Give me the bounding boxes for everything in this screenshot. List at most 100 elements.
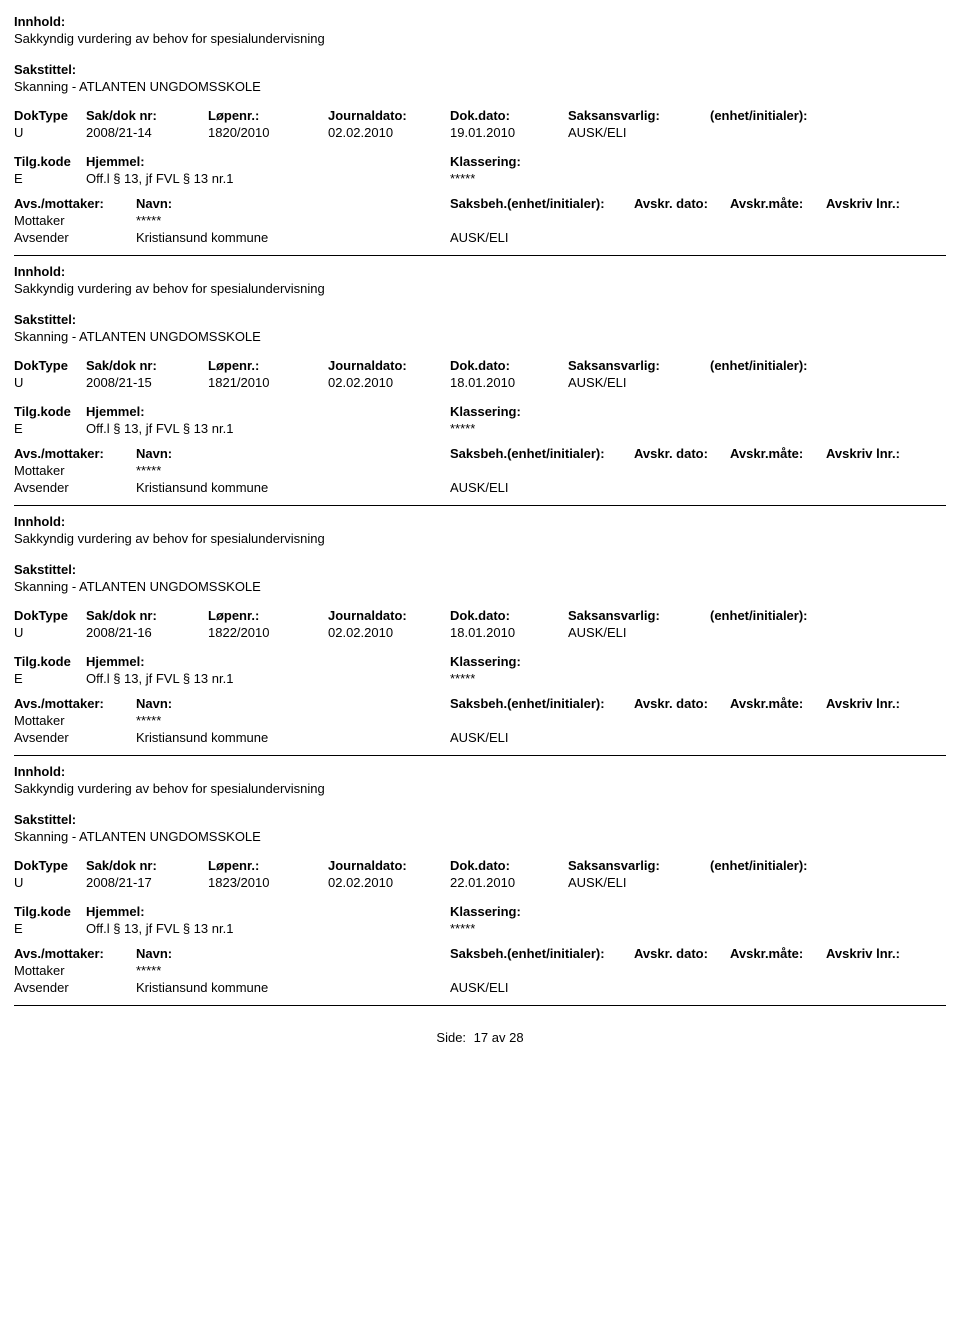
hdr-enhet: (enhet/initialer): — [710, 608, 946, 623]
val-hjemmel: Off.l § 13, jf FVL § 13 nr.1 — [86, 921, 450, 936]
tilg-header-row: Tilg.kode Hjemmel: Klassering: — [14, 904, 946, 919]
tilg-data-row: E Off.l § 13, jf FVL § 13 nr.1 ***** — [14, 171, 946, 186]
avs-header-row: Avs./mottaker: Navn: Saksbeh.(enhet/init… — [14, 946, 946, 961]
mottaker-row: Mottaker ***** — [14, 713, 946, 728]
hdr-navn: Navn: — [136, 696, 450, 711]
hdr-sakdok: Sak/dok nr: — [86, 608, 208, 623]
hdr-saksansvarlig: Saksansvarlig: — [568, 358, 710, 373]
hdr-saksansvarlig: Saksansvarlig: — [568, 108, 710, 123]
data-row: U 2008/21-16 1822/2010 02.02.2010 18.01.… — [14, 625, 946, 640]
name-mottaker: ***** — [136, 713, 450, 728]
hdr-saksbeh: Saksbeh.(enhet/initialer): — [450, 946, 634, 961]
hdr-hjemmel: Hjemmel: — [86, 154, 450, 169]
sakstittel-text: Skanning - ATLANTEN UNGDOMSSKOLE — [14, 579, 946, 594]
val-klassering: ***** — [450, 921, 946, 936]
val-sakdok: 2008/21-17 — [86, 875, 208, 890]
name-avsender: Kristiansund kommune — [136, 730, 450, 745]
role-mottaker: Mottaker — [14, 213, 136, 228]
innhold-text: Sakkyndig vurdering av behov for spesial… — [14, 531, 946, 546]
name-mottaker: ***** — [136, 213, 450, 228]
val-sakdok: 2008/21-15 — [86, 375, 208, 390]
name-mottaker: ***** — [136, 963, 450, 978]
label-sakstittel: Sakstittel: — [14, 562, 76, 577]
column-header-row: DokType Sak/dok nr: Løpenr.: Journaldato… — [14, 358, 946, 373]
hdr-journaldato: Journaldato: — [328, 108, 450, 123]
val-journaldato: 02.02.2010 — [328, 875, 450, 890]
hdr-avs-mottaker: Avs./mottaker: — [14, 446, 136, 461]
val-hjemmel: Off.l § 13, jf FVL § 13 nr.1 — [86, 171, 450, 186]
avs-header-row: Avs./mottaker: Navn: Saksbeh.(enhet/init… — [14, 196, 946, 211]
hdr-avskr-dato: Avskr. dato: — [634, 446, 730, 461]
role-avsender: Avsender — [14, 480, 136, 495]
avsender-row: Avsender Kristiansund kommune AUSK/ELI — [14, 230, 946, 245]
val-saksansvarlig: AUSK/ELI — [568, 375, 710, 390]
val-klassering: ***** — [450, 671, 946, 686]
val-lopenr: 1821/2010 — [208, 375, 328, 390]
hdr-lopenr: Løpenr.: — [208, 108, 328, 123]
hdr-avskr-mate: Avskr.måte: — [730, 696, 826, 711]
tilg-data-row: E Off.l § 13, jf FVL § 13 nr.1 ***** — [14, 671, 946, 686]
hdr-avs-mottaker: Avs./mottaker: — [14, 196, 136, 211]
hdr-avskriv-lnr: Avskriv lnr.: — [826, 946, 946, 961]
val-enhet — [710, 375, 946, 390]
hdr-saksbeh: Saksbeh.(enhet/initialer): — [450, 196, 634, 211]
hdr-saksbeh: Saksbeh.(enhet/initialer): — [450, 446, 634, 461]
label-sakstittel: Sakstittel: — [14, 812, 76, 827]
footer-page-total: 28 — [509, 1030, 523, 1045]
record-separator — [14, 255, 946, 256]
role-mottaker: Mottaker — [14, 463, 136, 478]
val-hjemmel: Off.l § 13, jf FVL § 13 nr.1 — [86, 671, 450, 686]
val-lopenr: 1822/2010 — [208, 625, 328, 640]
hdr-tilgkode: Tilg.kode — [14, 904, 86, 919]
val-tilgkode: E — [14, 421, 86, 436]
hdr-lopenr: Løpenr.: — [208, 858, 328, 873]
hdr-avskr-mate: Avskr.måte: — [730, 946, 826, 961]
val-saksansvarlig: AUSK/ELI — [568, 125, 710, 140]
avs-header-row: Avs./mottaker: Navn: Saksbeh.(enhet/init… — [14, 446, 946, 461]
sakstittel-text: Skanning - ATLANTEN UNGDOMSSKOLE — [14, 329, 946, 344]
journal-record: Innhold: Sakkyndig vurdering av behov fo… — [14, 764, 946, 995]
val-sakdok: 2008/21-14 — [86, 125, 208, 140]
sakstittel-text: Skanning - ATLANTEN UNGDOMSSKOLE — [14, 79, 946, 94]
label-sakstittel: Sakstittel: — [14, 312, 76, 327]
val-saksansvarlig: AUSK/ELI — [568, 625, 710, 640]
hdr-dokdato: Dok.dato: — [450, 358, 568, 373]
val-dokdato: 18.01.2010 — [450, 625, 568, 640]
hdr-avskriv-lnr: Avskriv lnr.: — [826, 196, 946, 211]
journal-record: Innhold: Sakkyndig vurdering av behov fo… — [14, 264, 946, 495]
unit-avsender: AUSK/ELI — [450, 480, 946, 495]
hdr-avs-mottaker: Avs./mottaker: — [14, 946, 136, 961]
label-innhold: Innhold: — [14, 264, 65, 279]
hdr-doktype: DokType — [14, 608, 86, 623]
tilg-data-row: E Off.l § 13, jf FVL § 13 nr.1 ***** — [14, 421, 946, 436]
label-innhold: Innhold: — [14, 14, 65, 29]
hdr-saksbeh: Saksbeh.(enhet/initialer): — [450, 696, 634, 711]
hdr-tilgkode: Tilg.kode — [14, 404, 86, 419]
name-avsender: Kristiansund kommune — [136, 230, 450, 245]
val-tilgkode: E — [14, 921, 86, 936]
column-header-row: DokType Sak/dok nr: Løpenr.: Journaldato… — [14, 858, 946, 873]
val-klassering: ***** — [450, 171, 946, 186]
val-doktype: U — [14, 625, 86, 640]
val-enhet — [710, 125, 946, 140]
hdr-doktype: DokType — [14, 358, 86, 373]
page-footer: Side: 17 av 28 — [14, 1030, 946, 1045]
hdr-journaldato: Journaldato: — [328, 608, 450, 623]
val-dokdato: 22.01.2010 — [450, 875, 568, 890]
hdr-sakdok: Sak/dok nr: — [86, 858, 208, 873]
label-innhold: Innhold: — [14, 764, 65, 779]
innhold-text: Sakkyndig vurdering av behov for spesial… — [14, 781, 946, 796]
mottaker-row: Mottaker ***** — [14, 463, 946, 478]
role-avsender: Avsender — [14, 230, 136, 245]
hdr-enhet: (enhet/initialer): — [710, 108, 946, 123]
val-journaldato: 02.02.2010 — [328, 625, 450, 640]
role-avsender: Avsender — [14, 730, 136, 745]
val-dokdato: 18.01.2010 — [450, 375, 568, 390]
hdr-lopenr: Løpenr.: — [208, 608, 328, 623]
hdr-navn: Navn: — [136, 446, 450, 461]
unit-avsender: AUSK/ELI — [450, 230, 946, 245]
val-journaldato: 02.02.2010 — [328, 375, 450, 390]
val-enhet — [710, 625, 946, 640]
column-header-row: DokType Sak/dok nr: Løpenr.: Journaldato… — [14, 108, 946, 123]
hdr-saksansvarlig: Saksansvarlig: — [568, 608, 710, 623]
